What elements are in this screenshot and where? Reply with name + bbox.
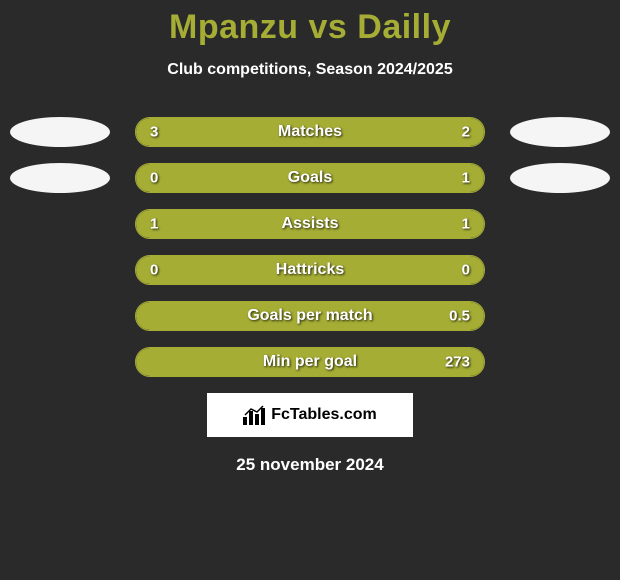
stat-value-left: 3 [150, 124, 158, 141]
stat-label: Goals per match [247, 307, 372, 325]
stat-value-left: 0 [150, 262, 158, 279]
stat-value-right: 1 [462, 216, 470, 233]
stat-bar-fill-right [199, 164, 484, 192]
stat-value-left: 0 [150, 170, 158, 187]
stat-bar-track: 273 Min per goal [135, 347, 485, 377]
stats-area: 3 2 Matches 0 1 Goals 1 1 Assists 0 0 Hattricks 0.5 G… [0, 117, 620, 377]
stat-label: Matches [278, 123, 342, 141]
stat-bar-fill-left [136, 164, 199, 192]
stat-label: Assists [282, 215, 339, 233]
stat-row: 3 2 Matches [0, 117, 620, 147]
comparison-subtitle: Club competitions, Season 2024/2025 [0, 61, 620, 79]
comparison-title: Mpanzu vs Dailly [0, 8, 620, 47]
stat-value-right: 0 [462, 262, 470, 279]
brand-text: FcTables.com [271, 406, 377, 424]
footer-date: 25 november 2024 [0, 455, 620, 475]
stat-value-right: 273 [445, 354, 470, 371]
stat-value-right: 2 [462, 124, 470, 141]
stat-bar-track: 0.5 Goals per match [135, 301, 485, 331]
stat-label: Hattricks [276, 261, 344, 279]
stat-bar-track: 0 1 Goals [135, 163, 485, 193]
player-avatar-left [10, 163, 110, 193]
chart-icon [243, 405, 265, 425]
stat-bar-track: 3 2 Matches [135, 117, 485, 147]
stat-value-left: 1 [150, 216, 158, 233]
stat-label: Min per goal [263, 353, 357, 371]
player-avatar-right [510, 117, 610, 147]
stat-row: 0.5 Goals per match [0, 301, 620, 331]
stat-row: 1 1 Assists [0, 209, 620, 239]
stat-bar-track: 0 0 Hattricks [135, 255, 485, 285]
stat-value-right: 0.5 [449, 308, 470, 325]
stat-label: Goals [288, 169, 332, 187]
stat-row: 273 Min per goal [0, 347, 620, 377]
stat-row: 0 0 Hattricks [0, 255, 620, 285]
player-avatar-left [10, 117, 110, 147]
stat-value-right: 1 [462, 170, 470, 187]
player-avatar-right [510, 163, 610, 193]
stat-bar-track: 1 1 Assists [135, 209, 485, 239]
stat-row: 0 1 Goals [0, 163, 620, 193]
brand-logo[interactable]: FcTables.com [207, 393, 413, 437]
